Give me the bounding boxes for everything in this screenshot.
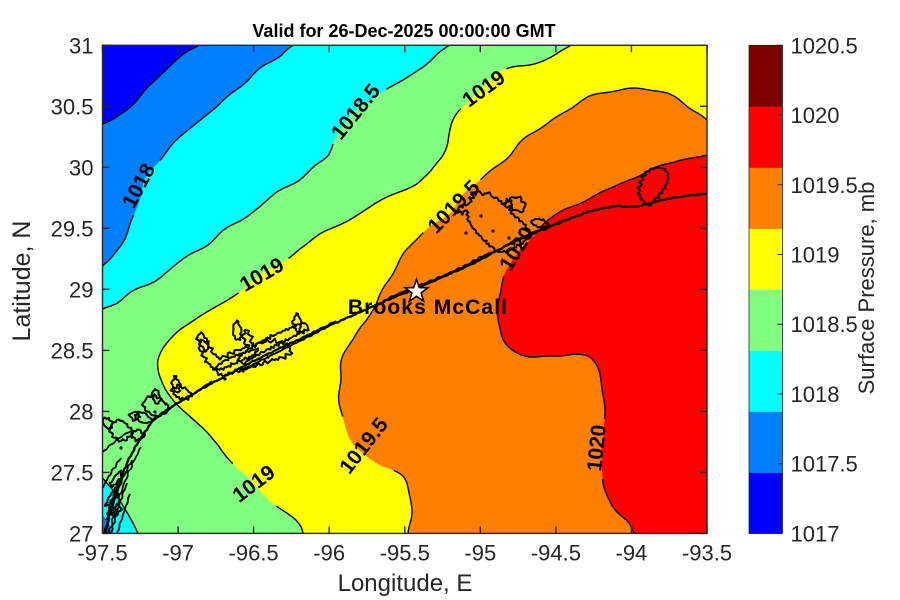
svg-text:30.5: 30.5 <box>51 94 94 119</box>
svg-text:30: 30 <box>69 155 93 180</box>
svg-text:1017: 1017 <box>791 521 840 546</box>
svg-text:Surface Pressure, mb: Surface Pressure, mb <box>854 182 879 395</box>
svg-text:1020: 1020 <box>791 103 840 128</box>
svg-text:-97.5: -97.5 <box>77 540 127 565</box>
svg-text:Latitude, N: Latitude, N <box>8 221 36 342</box>
svg-text:1019.5: 1019.5 <box>791 173 858 198</box>
svg-text:29.5: 29.5 <box>51 216 94 241</box>
svg-text:-95.5: -95.5 <box>380 540 430 565</box>
svg-text:1020: 1020 <box>583 424 611 473</box>
svg-text:-97: -97 <box>162 540 194 565</box>
svg-text:1020.5: 1020.5 <box>791 33 858 58</box>
svg-text:28: 28 <box>69 399 93 424</box>
svg-text:28.5: 28.5 <box>51 338 94 363</box>
svg-text:1018: 1018 <box>791 382 840 407</box>
svg-text:-95: -95 <box>464 540 496 565</box>
svg-text:1019: 1019 <box>791 243 840 268</box>
svg-text:Valid for 26-Dec-2025 00:00:00: Valid for 26-Dec-2025 00:00:00 GMT <box>252 21 555 41</box>
svg-text:31: 31 <box>69 33 93 58</box>
svg-text:-93.5: -93.5 <box>682 540 732 565</box>
svg-text:1017.5: 1017.5 <box>791 452 858 477</box>
svg-text:1018.5: 1018.5 <box>791 312 858 337</box>
svg-text:-94: -94 <box>616 540 648 565</box>
svg-text:Brooks McCall: Brooks McCall <box>348 296 508 319</box>
svg-text:27.5: 27.5 <box>51 460 94 485</box>
svg-text:-96.5: -96.5 <box>229 540 279 565</box>
svg-text:-94.5: -94.5 <box>531 540 581 565</box>
svg-text:-96: -96 <box>313 540 345 565</box>
svg-text:27: 27 <box>69 521 93 546</box>
svg-text:29: 29 <box>69 277 93 302</box>
svg-text:Longitude, E: Longitude, E <box>338 570 473 597</box>
